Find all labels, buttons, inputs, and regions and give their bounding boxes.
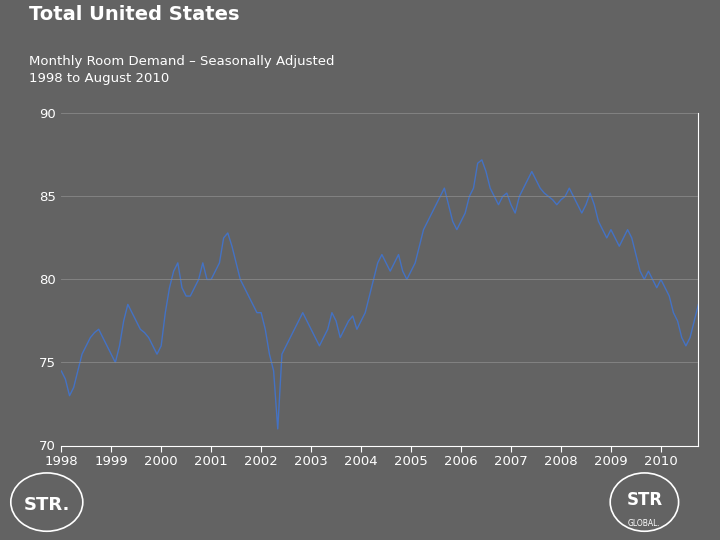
Text: STR.: STR. [24, 496, 70, 514]
Text: GLOBAL.: GLOBAL. [628, 519, 661, 529]
Text: Total United States: Total United States [29, 5, 239, 24]
Text: Monthly Room Demand – Seasonally Adjusted
1998 to August 2010: Monthly Room Demand – Seasonally Adjuste… [29, 55, 334, 85]
Text: STR: STR [626, 491, 662, 509]
